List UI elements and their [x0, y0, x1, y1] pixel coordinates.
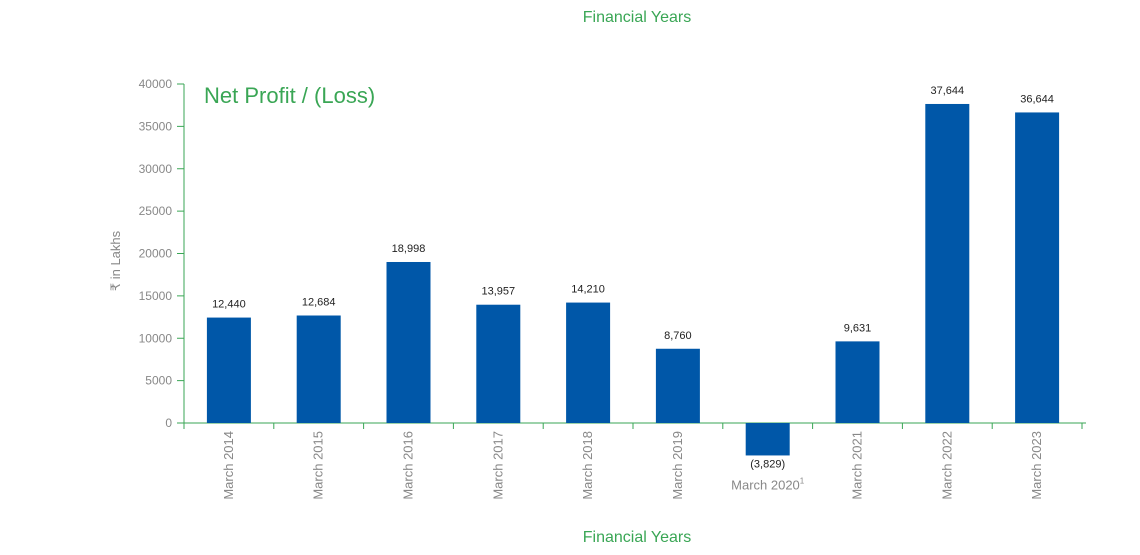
y-tick-label: 30000: [139, 162, 173, 176]
x-tick-label: March 2016: [401, 431, 416, 500]
data-label: 9,631: [844, 322, 872, 334]
y-tick-label: 15000: [139, 289, 173, 303]
y-axis-label: ₹ in Lakhs: [108, 230, 123, 291]
x-tick-label: March 2021: [850, 431, 865, 500]
bar: [1015, 112, 1060, 423]
data-label: 14,210: [571, 284, 605, 296]
data-label: 37,644: [930, 85, 964, 97]
bar: [476, 304, 521, 423]
data-label: 13,957: [481, 286, 515, 298]
data-label: 36,644: [1020, 93, 1054, 105]
y-tick-label: 10000: [139, 331, 173, 345]
y-tick-label: 0: [165, 416, 172, 430]
y-tick-label: 25000: [139, 204, 173, 218]
bar: [835, 341, 880, 423]
x-tick-label: March 2018: [580, 431, 595, 500]
data-label: 12,440: [212, 299, 246, 311]
x-axis-label: Financial Years: [583, 529, 692, 546]
bar: [206, 317, 251, 423]
x-tick-label: March 2014: [221, 431, 236, 500]
bar: [296, 315, 341, 423]
data-label: (3,829): [750, 458, 785, 470]
bar: [655, 348, 700, 423]
labels: 12,440 March 2014 12,684 March 2015 18,998 Ma…: [212, 85, 1054, 500]
y-tick-label: 20000: [139, 247, 173, 261]
bars: [206, 103, 1060, 456]
x-tick-label: March 2022: [939, 431, 954, 500]
footnote-mark: 1: [800, 476, 805, 485]
data-label: 12,684: [302, 297, 336, 309]
x-tick-label: March 2023: [1029, 431, 1044, 500]
x-tick-label: March 2019: [670, 431, 685, 500]
bar: [386, 261, 431, 423]
y-tick-label: 40000: [139, 77, 173, 91]
bar: [566, 302, 611, 423]
x-tick-label: March 20201: [731, 476, 805, 492]
bar: [925, 103, 970, 423]
x-tick-label: March 2015: [311, 431, 326, 500]
y-tick-label: 35000: [139, 119, 173, 133]
top-axis-label: Financial Years: [583, 9, 692, 26]
data-label: 18,998: [392, 243, 426, 255]
chart-title: Net Profit / (Loss): [204, 83, 375, 108]
y-tick-label: 5000: [145, 374, 172, 388]
bar: [745, 423, 790, 456]
x-tick-label: March 2017: [490, 431, 505, 500]
data-label: 8,760: [664, 330, 692, 342]
